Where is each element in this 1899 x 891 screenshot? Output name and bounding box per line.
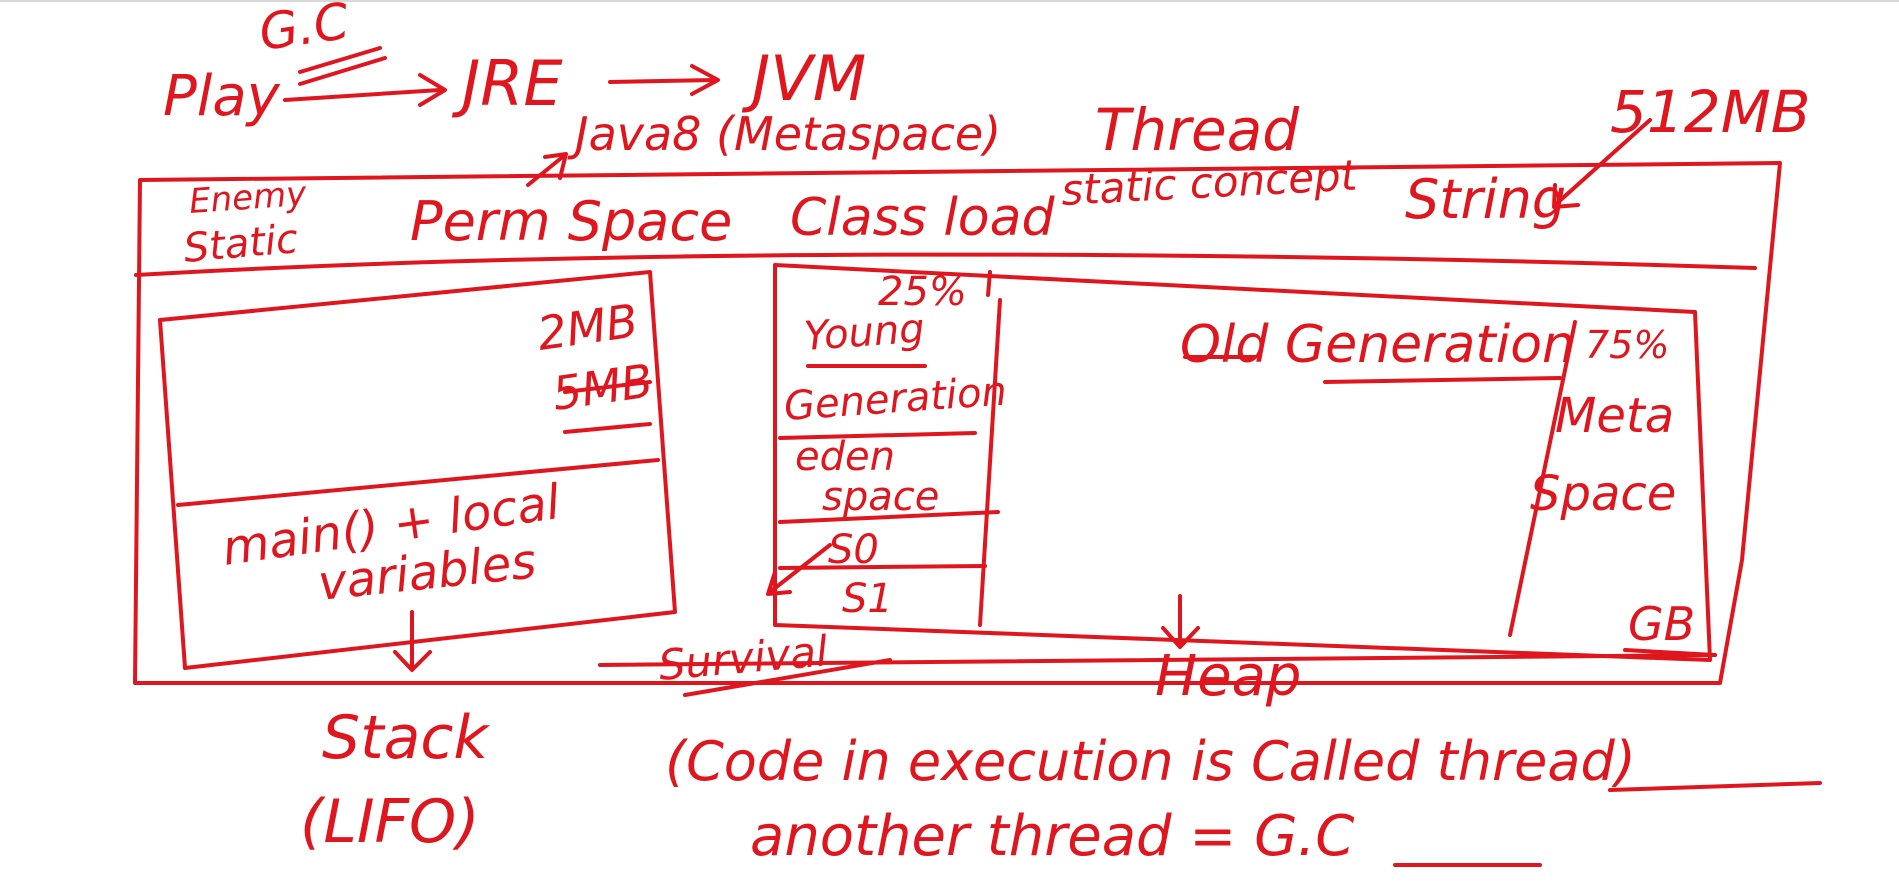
size-512mb-label: 512MB <box>1610 78 1811 146</box>
meta-label: Meta <box>1555 388 1674 444</box>
survival-label: Survival <box>657 626 830 690</box>
arrow-jre-to-jvm <box>608 78 717 84</box>
arrow-jre-to-jvm-head <box>690 64 720 96</box>
class-load-label: Class load <box>790 188 1055 248</box>
arrow-512-to-string <box>1553 118 1652 207</box>
gc-underline-2 <box>298 56 387 86</box>
gc-top-label: G.C <box>256 0 353 62</box>
stack-label: Stack <box>322 703 490 773</box>
heap-box <box>773 263 1712 662</box>
string-label: String <box>1405 168 1566 231</box>
pct-75-label: 75% <box>1585 323 1669 367</box>
gb-label: GB <box>1628 597 1695 651</box>
young-tick <box>986 270 992 297</box>
top-band-divider <box>134 252 1757 277</box>
space-label: space <box>822 474 939 520</box>
thread-label: Thread <box>1095 96 1300 164</box>
heap-label: Heap <box>1155 644 1301 709</box>
s0-label: S0 <box>828 527 879 573</box>
young-divider-3 <box>778 564 987 570</box>
arrow-heap-down-head <box>1161 626 1200 649</box>
young-divider-2 <box>778 510 1000 524</box>
jvm-label: JVM <box>741 42 866 115</box>
arrow-512-to-string-head <box>1552 183 1580 209</box>
old-generation-label: Old Generation <box>1180 315 1575 375</box>
heap-bottom-line <box>598 653 1717 667</box>
arrow-s0 <box>768 543 832 594</box>
young-gen-wall <box>978 298 1002 627</box>
eden-label: eden <box>795 434 895 480</box>
perm-space-label: Perm Space <box>410 190 732 253</box>
arrow-perm-to-java8-head <box>543 152 568 180</box>
size-5mb-label: 5MB <box>549 353 656 420</box>
java8-label: Java8 (Metaspace) <box>567 107 1001 161</box>
arrow-play-to-jre-head <box>418 73 447 107</box>
gb-underline <box>1623 648 1717 657</box>
space-meta-label: Space <box>1530 466 1676 522</box>
top-border <box>0 0 1899 2</box>
enemy-label: Enemy <box>188 174 309 222</box>
arrow-s0-head <box>766 570 792 596</box>
generation-underline <box>1323 376 1562 384</box>
jvm-outer-frame <box>133 161 1782 685</box>
pct-25-label: 25% <box>878 269 967 315</box>
lifo-label: (LIFO) <box>300 787 480 857</box>
play-label: Play <box>163 64 281 129</box>
note-line-2: another thread = G.C <box>750 804 1354 869</box>
young-label: Young <box>802 306 926 360</box>
arrow-stack-down-head <box>393 650 432 672</box>
s1-label: S1 <box>842 576 893 622</box>
metaspace-wall <box>1508 320 1577 637</box>
thread-underline <box>1608 781 1822 792</box>
gc-underline-1 <box>298 46 382 74</box>
stack-upper-line-2 <box>563 422 652 434</box>
stack-divider <box>176 458 660 507</box>
jre-label: JRE <box>451 47 563 120</box>
young-divider-1 <box>778 431 977 440</box>
generation-label: Generation <box>782 369 1008 430</box>
note-line-1: (Code in execution is Called thread) <box>665 730 1636 793</box>
stack-upper-line-1 <box>563 380 652 394</box>
survival-underline <box>683 658 892 697</box>
arrow-perm-to-java8 <box>526 153 567 187</box>
enemy-static-label: Static <box>182 216 300 272</box>
arrow-play-to-jre <box>283 88 442 102</box>
stack-box <box>158 270 677 670</box>
size-2mb-label: 2MB <box>534 293 641 360</box>
